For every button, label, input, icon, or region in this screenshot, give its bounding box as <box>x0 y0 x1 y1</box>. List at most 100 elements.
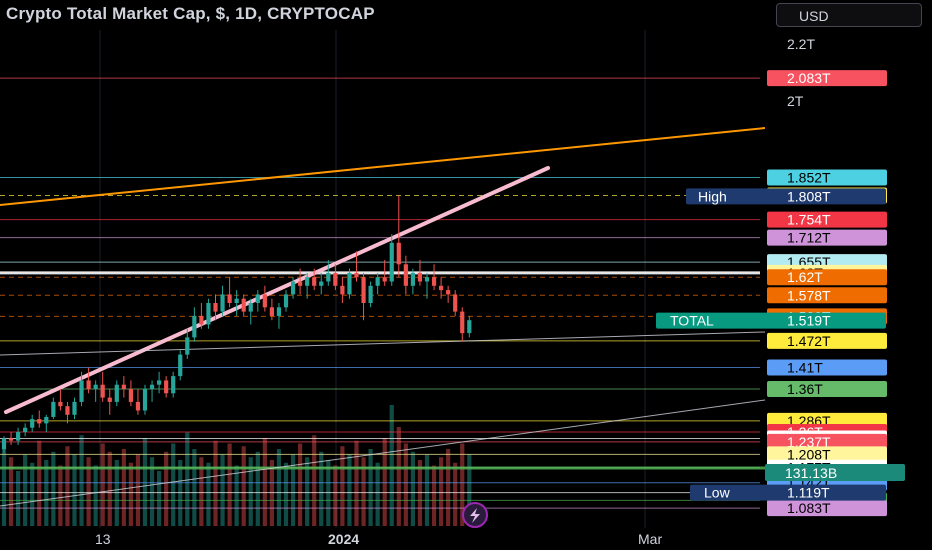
volume-bar <box>389 405 394 526</box>
volume-bar <box>58 465 63 526</box>
candle-body <box>8 438 14 441</box>
white-trend-line <box>0 331 766 356</box>
high-value-label: 1.808T <box>787 188 831 204</box>
candle-body <box>23 427 28 432</box>
price-level-label: 1.237T <box>787 434 831 450</box>
currency-button[interactable]: USD <box>776 3 922 27</box>
candle-body <box>283 294 289 308</box>
volume-bar <box>157 471 162 526</box>
candle-body <box>269 307 274 316</box>
volume-bar <box>164 451 169 526</box>
price-level-label: 1.578T <box>787 287 831 303</box>
volume-bar <box>100 443 105 526</box>
lightning-icon-glyph <box>470 508 480 523</box>
volume-bar <box>354 440 359 526</box>
volume-bar <box>79 435 84 526</box>
volume-bar <box>375 462 380 526</box>
candle-body <box>135 401 141 411</box>
candle-body <box>178 354 183 377</box>
horizontal-levels <box>0 77 770 509</box>
volume-bar <box>460 443 465 526</box>
volume-bar <box>347 454 352 526</box>
candle-body <box>149 384 155 389</box>
volume-bar <box>283 462 289 526</box>
volume-bar <box>192 449 197 526</box>
chart-title: Crypto Total Market Cap, $, 1D, CRYPTOCA… <box>6 4 375 23</box>
candle-body <box>361 277 366 303</box>
volume-bar <box>255 451 260 526</box>
volume-bar <box>206 462 211 526</box>
candle-body <box>396 242 401 265</box>
candle-body <box>30 419 35 428</box>
candle-body <box>65 406 70 415</box>
candle-body <box>58 401 63 407</box>
volume-bar <box>65 446 70 526</box>
axis-tick-label: 2.2T <box>787 36 815 52</box>
price-level-label: 1.208T <box>787 446 831 462</box>
volume-bar <box>51 451 56 526</box>
volume-bar <box>213 440 218 526</box>
candle-body <box>220 294 225 312</box>
last-price-symbol: TOTAL <box>670 313 714 329</box>
candle-body <box>114 384 119 402</box>
volume-bar <box>290 454 296 526</box>
candle-body <box>72 401 77 415</box>
volume-bar <box>340 446 345 526</box>
axis-tick-label: 2T <box>787 93 804 109</box>
volume-bar <box>1 449 7 526</box>
price-level-label-bg <box>767 70 887 87</box>
candle-body <box>417 272 423 282</box>
volume-bar <box>248 457 253 526</box>
volume-bar <box>23 454 28 526</box>
volume-bar <box>72 454 77 526</box>
candle-body <box>382 277 387 282</box>
price-level-label-bg <box>767 211 887 228</box>
candle-body <box>107 397 112 402</box>
price-axis: 2.2T 2T <box>787 36 815 109</box>
volume-bar <box>305 457 310 526</box>
candle-body <box>44 416 49 424</box>
candle-body <box>290 281 296 295</box>
last-price-bg <box>656 312 886 329</box>
volume-bar <box>234 465 239 526</box>
candle-body <box>262 294 267 308</box>
candle-body <box>446 290 451 295</box>
candle-body <box>185 337 190 355</box>
candle-body <box>227 294 232 303</box>
volume-bar <box>298 443 303 526</box>
price-level-label-bg <box>767 269 887 286</box>
candle-body <box>368 285 373 303</box>
price-level-label-bg <box>767 446 887 463</box>
candle-body <box>128 389 133 402</box>
volume-bar <box>185 432 190 526</box>
volume-bar <box>107 451 112 526</box>
candle-body <box>305 277 310 286</box>
candle-body <box>51 401 56 417</box>
candle-body <box>234 298 239 303</box>
volume-badge: 131.13B <box>785 465 837 481</box>
price-level-label-bg <box>767 433 887 450</box>
candle-body <box>276 307 282 316</box>
price-level-label-bg <box>767 229 887 246</box>
volume-bar <box>93 465 98 526</box>
price-level-label: 1.41T <box>787 360 823 376</box>
candle-body <box>171 376 176 394</box>
candle-body <box>241 298 246 312</box>
candle-body <box>333 272 338 286</box>
candle-body <box>248 303 253 312</box>
volume-bar <box>446 449 451 526</box>
candle-body <box>37 419 42 424</box>
candlesticks <box>1 195 472 454</box>
price-level-label-bg <box>767 287 887 304</box>
low-value-label: 1.119T <box>787 485 830 501</box>
volume-bar <box>453 462 458 526</box>
volume-bar <box>220 454 225 526</box>
candle-body <box>142 389 148 411</box>
candle-body <box>439 285 444 291</box>
x-tick-label: Mar <box>638 531 662 547</box>
volume-bar <box>431 465 437 526</box>
candle-body <box>354 272 359 278</box>
candle-body <box>213 303 218 312</box>
candle-body <box>192 315 197 338</box>
